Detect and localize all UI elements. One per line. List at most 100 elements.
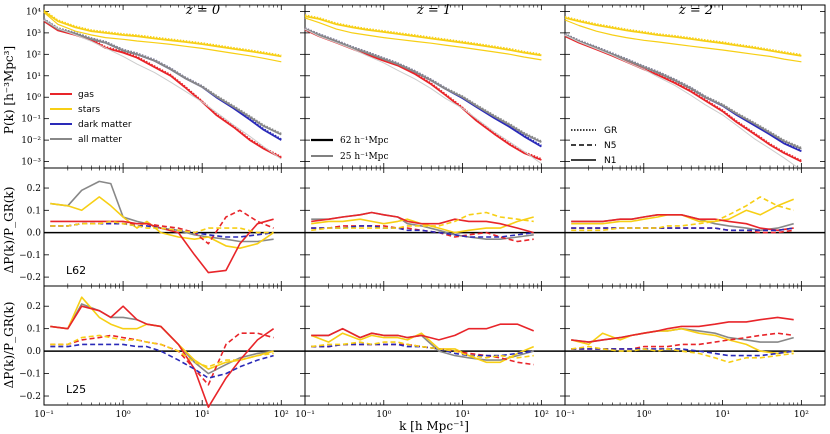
legend-label-model-GR: GR xyxy=(604,126,617,136)
ratio-line-stars-N5 xyxy=(311,341,534,359)
panel-r1-c1 xyxy=(304,167,566,287)
power-line-all-matter-gr xyxy=(564,33,802,148)
x-tick-label: 10⁻¹ xyxy=(34,410,54,420)
ylabel-power: P(k) [h⁻³Mpc³] xyxy=(2,46,16,134)
power-line-all-matter xyxy=(43,19,282,136)
panel-frame xyxy=(564,167,826,287)
y-tick-label: −0.1 xyxy=(19,251,41,261)
ratio-line-gas-N5 xyxy=(311,225,534,243)
power-line-stars_thin xyxy=(564,19,802,63)
legend-models: GR N5 N1 xyxy=(571,126,617,166)
x-tick-label: 10² xyxy=(534,410,549,420)
y-tick-label: 0.2 xyxy=(27,184,41,194)
legend-label-model-N5: N5 xyxy=(604,141,616,151)
x-tick-label: 10⁰ xyxy=(376,410,391,420)
legend-label-dark-matter: dark matter xyxy=(78,120,132,130)
x-tick-label: 10⁰ xyxy=(116,410,131,420)
x-tick-label: 10⁰ xyxy=(636,410,651,420)
xlabel: k [h Mpc⁻¹] xyxy=(399,419,469,433)
legend-label-gas: gas xyxy=(78,90,94,100)
power-line-stars xyxy=(564,17,802,57)
x-tick-label: 10² xyxy=(274,410,289,420)
power-line-dark-matter xyxy=(304,28,542,148)
power-line-stars-gr xyxy=(43,9,282,56)
y-tick-label: 10³ xyxy=(26,29,41,39)
x-tick-label: 10⁻¹ xyxy=(295,410,315,420)
ratio-line-gas-N1 xyxy=(571,214,794,232)
legend-label-all-matter: all matter xyxy=(78,135,122,145)
ratio-line-gas-N5 xyxy=(571,332,794,350)
panel-r1-c2 xyxy=(564,167,826,287)
ratio-line-all-matter-N1 xyxy=(50,303,274,375)
power-line-stars xyxy=(43,10,282,58)
column-title-z2: z = 2 xyxy=(678,3,713,18)
legend-label-model-N1: N1 xyxy=(604,156,616,166)
column-title-z1: z = 1 xyxy=(416,3,451,18)
y-tick-label: 0.2 xyxy=(27,302,41,312)
plot-area: 10⁻³ 10⁻² 10⁻¹ 10⁰ 10¹ 10² 10³ 10⁴ −0.2 −0.1 0.0 0.… xyxy=(19,4,826,420)
ratio-line-stars-N5 xyxy=(571,196,794,232)
ratio-line-stars-N1 xyxy=(50,196,275,249)
power-line-dark-matter-gr xyxy=(304,27,542,146)
x-tick-label: 10⁻¹ xyxy=(555,410,575,420)
legend-label-box-0: 62 h⁻¹Mpc xyxy=(340,136,389,146)
y-tick-label: 10⁻² xyxy=(21,136,41,146)
panel-r2-c2: 10⁻¹ 10⁰ 10¹ 10² xyxy=(555,285,826,420)
panel-r2-c1: 10⁻¹ 10⁰ 10¹ 10² xyxy=(295,285,566,420)
power-line-all-matter xyxy=(564,34,802,150)
ratio-line-stars-N1 xyxy=(571,198,795,225)
ratio-line-stars-N5 xyxy=(571,345,794,364)
y-tick-label: 10² xyxy=(26,50,41,60)
power-line-stars-gr xyxy=(564,16,802,56)
ratio-line-stars-N1 xyxy=(571,327,794,355)
x-tick-label: 10¹ xyxy=(715,410,730,420)
y-tick-label: −0.1 xyxy=(19,370,41,380)
ratio-line-gas-N1 xyxy=(311,323,535,341)
ratio-line-gas-N1 xyxy=(311,211,534,234)
ratio-line-dark-matter-N5 xyxy=(571,227,794,232)
panel-r0-c0: 10⁻³ 10⁻² 10⁻¹ 10⁰ 10¹ 10² 10³ 10⁴ xyxy=(21,4,306,169)
y-tick-label: 0.1 xyxy=(27,325,41,335)
ratio-line-gas-N1 xyxy=(50,305,275,409)
y-tick-label: 10⁻³ xyxy=(21,158,41,168)
y-tick-label: 10⁴ xyxy=(26,7,41,17)
x-tick-label: 10² xyxy=(794,410,809,420)
legend-label-stars: stars xyxy=(78,105,100,115)
power-line-dark-matter xyxy=(564,34,802,153)
ratio-line-dark-matter-N5 xyxy=(571,348,794,357)
ratio-line-stars-N5 xyxy=(311,211,534,232)
y-tick-label: 10⁰ xyxy=(26,93,41,103)
ratio-line-gas-N1 xyxy=(571,316,794,343)
y-tick-label: 10¹ xyxy=(26,72,41,82)
power-line-gas-gr xyxy=(564,34,802,161)
ratio-line-dark-matter-N5 xyxy=(311,343,534,357)
y-tick-label: −0.2 xyxy=(19,273,41,283)
y-tick-label: 0.0 xyxy=(27,347,42,357)
legends: gas stars dark matter all matter 62 h⁻¹Mpc 25… xyxy=(50,90,617,166)
panel-r1-c0: −0.2 −0.1 0.0 0.1 0.2 L62 xyxy=(19,167,306,287)
panel-r2-c0: 10⁻¹ 10⁰ 10¹ 10² −0.2 −0.1 0.0 0.1 0.2 L25 xyxy=(19,285,306,420)
power-line-linear xyxy=(304,28,542,165)
legend-label-box-1: 25 h⁻¹Mpc xyxy=(340,152,389,162)
ratio-line-dark-matter-N5 xyxy=(50,343,274,379)
power-line-stars xyxy=(304,15,542,57)
legend-species: gas stars dark matter all matter xyxy=(50,90,132,145)
panel-frame xyxy=(564,285,826,406)
annotation-row3_annotation: L25 xyxy=(66,383,86,396)
annotation-row2_annotation: L62 xyxy=(66,264,86,277)
power-line-all-matter xyxy=(304,28,542,144)
power-line-gas xyxy=(43,20,282,159)
column-titles: z = 0 z = 1 z = 2 xyxy=(185,3,713,18)
ylabel-ratio-L25: ΔP(k)/P_GR(k) xyxy=(2,302,16,389)
power-line-linear xyxy=(43,19,282,160)
power-line-all-matter-gr xyxy=(43,18,282,134)
ylabel-ratio-L62: ΔP(k)/P_GR(k) xyxy=(2,187,16,274)
power-line-all-matter-gr xyxy=(304,27,542,142)
power-line-linear xyxy=(564,34,802,171)
ratio-line-gas-N5 xyxy=(50,209,274,245)
ratio-line-stars-N1 xyxy=(311,216,534,234)
ratio-line-stars-N5 xyxy=(50,220,274,234)
y-tick-label: 0.0 xyxy=(27,229,42,239)
power-line-stars_thin xyxy=(304,17,542,61)
